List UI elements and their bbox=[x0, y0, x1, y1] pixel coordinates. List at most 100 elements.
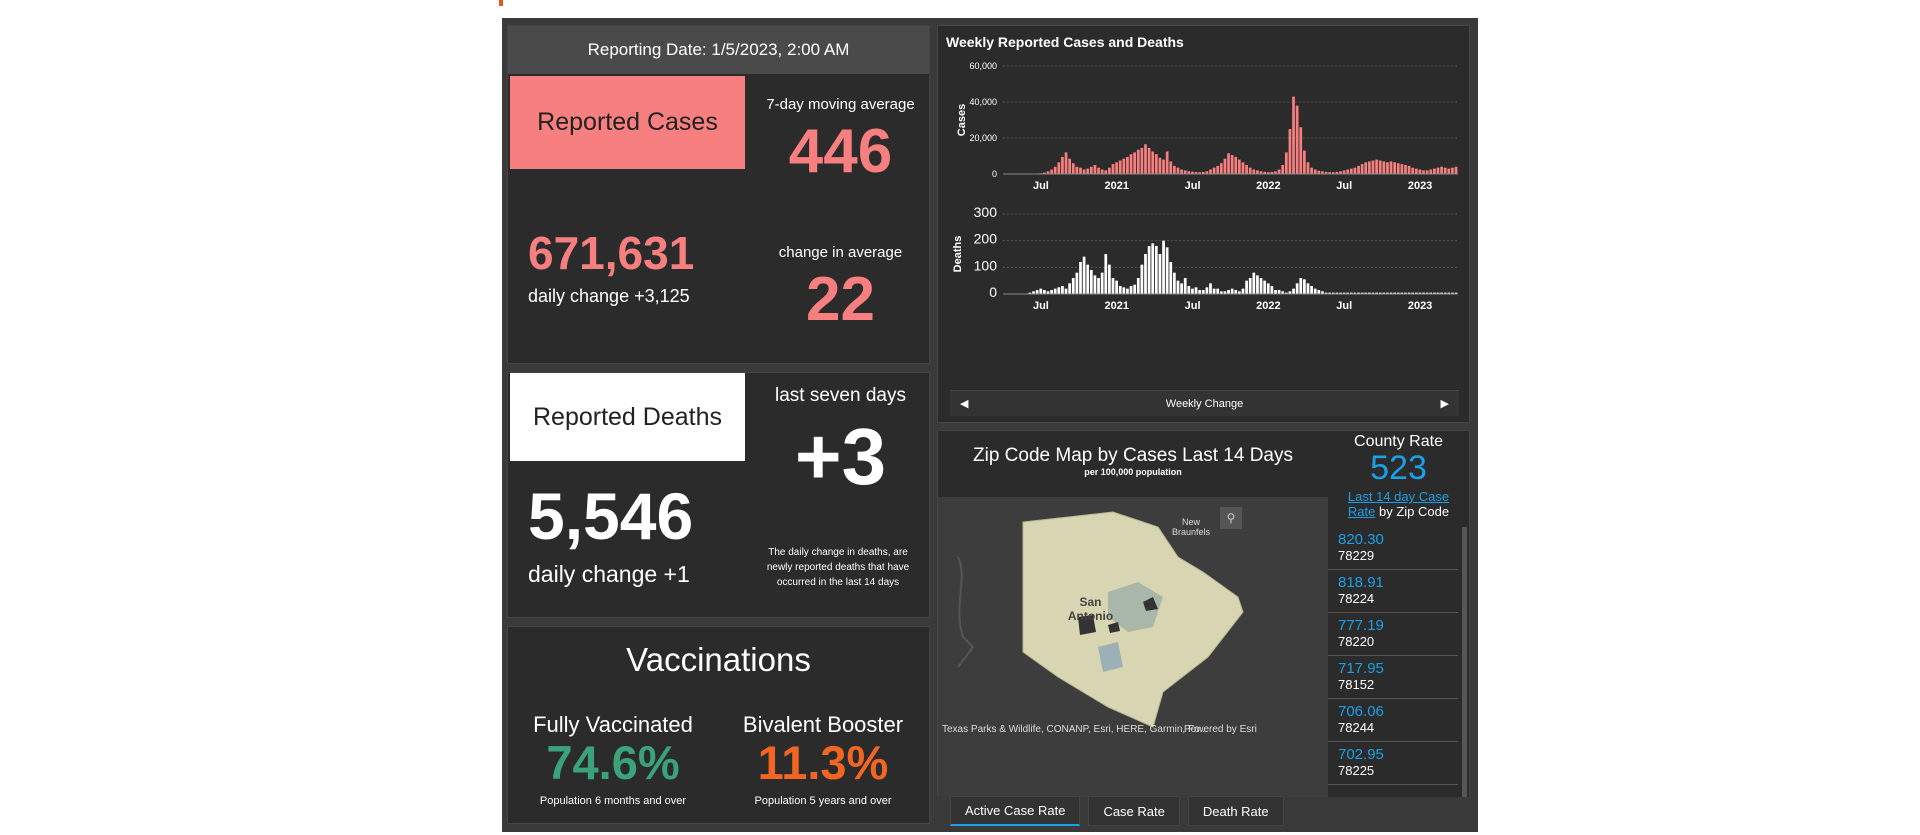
cases-bar bbox=[1364, 162, 1368, 174]
case-rate-link[interactable]: Last 14 day Case Rate bbox=[1347, 489, 1450, 519]
cases-bar bbox=[1118, 160, 1122, 174]
chevron-right-icon[interactable]: ▶ bbox=[1440, 398, 1449, 410]
zip-list-scrollbar[interactable] bbox=[1462, 527, 1467, 797]
deaths-bar bbox=[1064, 288, 1068, 294]
zip-rate-row[interactable]: 702.95 78225 bbox=[1328, 742, 1458, 785]
deaths-bar bbox=[1176, 280, 1180, 294]
chevron-left-icon[interactable]: ◀ bbox=[960, 398, 969, 410]
cases-bar bbox=[1187, 171, 1191, 174]
deaths-bar bbox=[1050, 290, 1053, 294]
chart-panel: Weekly Reported Cases and Deaths 0 20,000… bbox=[937, 25, 1470, 423]
cases-bar bbox=[1400, 164, 1404, 174]
tab-death-rate[interactable]: Death Rate bbox=[1187, 796, 1284, 826]
y-axis-label: Cases bbox=[956, 104, 968, 136]
map-panel: Zip Code Map by Cases Last 14 Days per 1… bbox=[937, 430, 1470, 797]
deaths-bar bbox=[1321, 291, 1324, 294]
x-tick-label: Jul bbox=[1185, 180, 1201, 192]
search-icon[interactable]: ⚲ bbox=[1220, 507, 1242, 529]
deaths-bar bbox=[1433, 292, 1436, 294]
cases-bar bbox=[1259, 171, 1263, 174]
y-tick-label: 40,000 bbox=[969, 97, 997, 107]
deaths-bar bbox=[1035, 290, 1039, 294]
deaths-total: 5,546 bbox=[528, 479, 694, 553]
deaths-bar bbox=[1339, 292, 1342, 294]
deaths-bar bbox=[1205, 287, 1209, 294]
cases-bar bbox=[1349, 168, 1353, 174]
deaths-bar bbox=[1317, 290, 1321, 294]
deaths-bar bbox=[1122, 287, 1126, 294]
map-title-block: Zip Code Map by Cases Last 14 Days per 1… bbox=[938, 431, 1328, 497]
x-tick-label: 2023 bbox=[1408, 300, 1432, 312]
tab-active-case-rate[interactable]: Active Case Rate bbox=[950, 796, 1081, 826]
cases-bar bbox=[1342, 170, 1346, 174]
deaths-bar bbox=[1180, 283, 1183, 294]
deaths-bar bbox=[1324, 292, 1328, 294]
deaths-bar bbox=[1368, 292, 1371, 294]
by-zip-code-text: by Zip Code bbox=[1375, 504, 1450, 519]
zip-rate-value: 702.95 bbox=[1338, 746, 1384, 763]
cases-bar bbox=[1144, 144, 1147, 174]
cases-bar bbox=[1248, 167, 1252, 174]
deaths-bar bbox=[1126, 288, 1129, 294]
deaths-bar bbox=[1209, 283, 1212, 294]
cases-bar bbox=[1194, 172, 1198, 174]
deaths-bar bbox=[1248, 278, 1252, 294]
zip-rate-list[interactable]: 820.30 78229 818.91 78224 777.19 78220 7… bbox=[1328, 527, 1469, 797]
deaths-bar bbox=[1079, 262, 1082, 294]
cases-bar bbox=[1082, 169, 1086, 174]
cases-bar bbox=[1122, 158, 1126, 174]
cases-bar bbox=[1378, 160, 1382, 174]
vaccinations-title: Vaccinations bbox=[626, 641, 811, 678]
deaths-bar bbox=[1429, 292, 1433, 294]
zip-code-map[interactable]: ⚲ New Braunfels San Antonio Texas Parks … bbox=[938, 497, 1328, 797]
deaths-bar bbox=[1173, 272, 1176, 294]
deaths-bar bbox=[1104, 254, 1108, 294]
deaths-bar bbox=[1299, 278, 1303, 294]
deaths-bar bbox=[1440, 292, 1443, 294]
x-tick-label: Jul bbox=[1033, 300, 1049, 312]
cases-bar bbox=[1389, 161, 1393, 174]
cases-bar bbox=[1422, 170, 1425, 174]
cases-bar bbox=[1407, 165, 1411, 174]
deaths-bar bbox=[1075, 272, 1079, 294]
y-tick-label: 300 bbox=[974, 204, 998, 220]
x-tick-label: 2021 bbox=[1105, 180, 1129, 192]
x-tick-label: 2022 bbox=[1256, 180, 1280, 192]
cases-bar bbox=[1165, 151, 1169, 174]
cases-bar bbox=[1433, 168, 1436, 174]
zip-rate-row[interactable]: 706.06 78244 bbox=[1328, 699, 1458, 742]
zip-rate-row[interactable]: 717.95 78152 bbox=[1328, 656, 1458, 699]
deaths-bar bbox=[1061, 286, 1064, 294]
deaths-bar bbox=[1425, 292, 1429, 294]
change-average-label: change in average bbox=[778, 244, 903, 261]
zip-rate-row[interactable]: 818.91 78224 bbox=[1328, 570, 1458, 613]
cases-bar bbox=[1061, 156, 1064, 174]
cases-bar bbox=[1299, 127, 1303, 174]
top-accent-bar bbox=[499, 0, 503, 6]
zip-rate-row[interactable]: 777.19 78220 bbox=[1328, 613, 1458, 656]
deaths-bar bbox=[1447, 292, 1451, 294]
cases-bar bbox=[1212, 167, 1216, 174]
cases-bar bbox=[1176, 167, 1180, 174]
tab-case-rate[interactable]: Case Rate bbox=[1088, 796, 1180, 826]
cases-bar bbox=[1158, 157, 1162, 174]
deaths-bar bbox=[1183, 278, 1187, 294]
fully-vaccinated-value: 74.6% bbox=[546, 736, 680, 789]
cases-bar bbox=[1252, 169, 1256, 174]
cases-bar bbox=[1227, 153, 1230, 174]
cases-bar bbox=[1050, 169, 1053, 174]
cases-bar bbox=[1443, 167, 1447, 174]
cases-bar bbox=[1108, 167, 1111, 174]
zip-rate-value: 706.06 bbox=[1338, 703, 1384, 720]
cases-bar bbox=[1324, 171, 1328, 174]
zip-rate-row[interactable]: 820.30 78229 bbox=[1328, 527, 1458, 570]
nav-label: Weekly Change bbox=[1165, 397, 1244, 410]
chart-title: Weekly Reported Cases and Deaths bbox=[946, 34, 1184, 50]
deaths-bar bbox=[1089, 270, 1093, 294]
deaths-bar bbox=[1115, 280, 1118, 294]
cases-bar bbox=[1133, 152, 1137, 174]
cases-bar bbox=[1411, 167, 1415, 174]
deaths-bar bbox=[1136, 278, 1140, 294]
deaths-bar bbox=[1108, 264, 1111, 294]
